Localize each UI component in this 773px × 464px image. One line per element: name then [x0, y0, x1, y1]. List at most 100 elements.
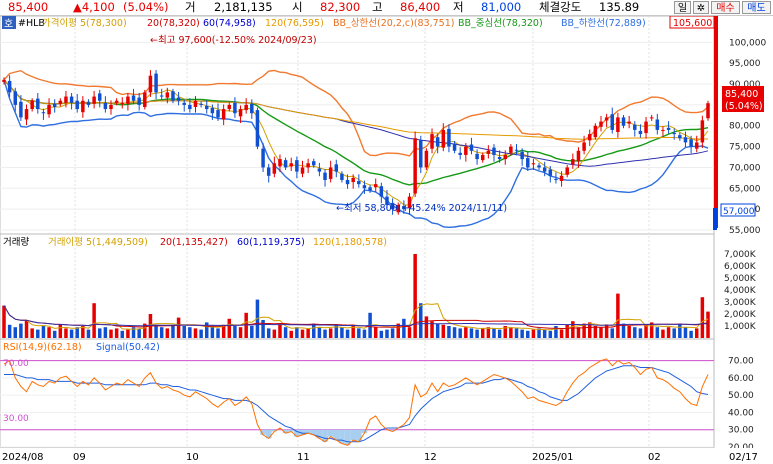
- candle-body: [616, 117, 620, 132]
- candle-body: [542, 167, 547, 172]
- volume-bar: [621, 323, 626, 338]
- volume-panel: [0, 233, 715, 340]
- volume-bar: [407, 327, 412, 338]
- volume-bar: [599, 327, 603, 338]
- period-day-button[interactable]: 일: [674, 1, 691, 14]
- candle-body: [295, 160, 299, 172]
- last-price: 85,400: [8, 0, 49, 14]
- legend-vol-ma60: 60(1,119,375): [237, 237, 305, 248]
- candle-body: [447, 128, 451, 147]
- legend-bb-mid: BB_중심선(78,320): [458, 18, 543, 29]
- volume-bar: [345, 329, 350, 338]
- volume-bar: [351, 326, 355, 338]
- legend-vol-ma5: 거래이평 5(1,449,509): [48, 237, 148, 248]
- price-tick-label: 100,000: [729, 38, 766, 48]
- rsi-oversold-fill: [339, 429, 345, 444]
- candle-body: [103, 102, 108, 110]
- volume-bar: [435, 323, 440, 338]
- candle-body: [58, 100, 63, 104]
- candle-body: [300, 167, 305, 174]
- candle-body: [334, 164, 339, 172]
- candle-body: [345, 179, 350, 185]
- x-label-3: 11: [297, 452, 310, 463]
- volume-bar: [272, 329, 277, 338]
- candle-body: [554, 178, 558, 180]
- volume-bar: [126, 329, 130, 338]
- rsi-oversold-fill: [299, 429, 306, 435]
- candle-body: [565, 167, 569, 175]
- gear-icon[interactable]: ✲: [693, 1, 709, 14]
- rsi-oversold-fill: [265, 429, 272, 439]
- volume-bar: [452, 327, 457, 338]
- volume-bar: [75, 327, 79, 338]
- volume-bar: [306, 328, 310, 338]
- bottom-value-box: [720, 203, 756, 217]
- top-value-text: 105,600: [673, 18, 712, 29]
- volume-bar: [604, 324, 609, 338]
- candle-body: [424, 150, 429, 168]
- candle-body: [205, 105, 209, 110]
- rsi-oversold-fill: [344, 429, 351, 446]
- candle-body: [452, 143, 457, 151]
- candle-body: [509, 146, 513, 153]
- price-tick-label: 65,000: [729, 184, 761, 194]
- candle-body: [633, 124, 637, 130]
- volume-tick-label: 4,000K: [724, 286, 757, 296]
- volume-bar: [678, 323, 682, 338]
- candle-body: [137, 97, 141, 105]
- volume-bar: [666, 327, 671, 338]
- volume-bar: [379, 330, 384, 338]
- volume-bar: [143, 323, 147, 338]
- candle-body: [604, 117, 609, 121]
- price-tick-label: 90,000: [729, 80, 761, 90]
- sell-button[interactable]: 매도: [742, 1, 771, 14]
- candle-body: [52, 103, 57, 107]
- candle-body: [250, 103, 254, 114]
- low-annotation: ←최저 58,800(+45.24% 2024/11/11): [336, 203, 507, 214]
- volume-tick-label: 5,000K: [724, 274, 757, 284]
- candle-body: [36, 98, 40, 110]
- volume-bar: [159, 327, 164, 338]
- volume-bar: [92, 303, 96, 338]
- candle-body: [435, 137, 440, 147]
- volume-bar: [526, 330, 530, 338]
- candle-body: [593, 125, 598, 138]
- candle-body: [480, 154, 485, 161]
- candle-body: [199, 103, 203, 105]
- volume-bar: [587, 322, 592, 338]
- rsi-oversold-fill: [322, 429, 328, 442]
- volume-bar: [514, 328, 519, 338]
- legend-vol-ma120: 120(1,180,578): [313, 237, 387, 248]
- candle-body: [328, 167, 333, 179]
- volume-bar: [210, 327, 215, 338]
- legend-ma120: 120(76,595): [265, 18, 324, 29]
- volume-bar: [424, 316, 429, 338]
- strength-label: 체결강도: [539, 0, 582, 14]
- volume-bar: [402, 318, 406, 338]
- volume-bar: [390, 328, 395, 338]
- current-price-text: 85,400: [725, 89, 758, 100]
- candle-body: [210, 108, 215, 114]
- volume-bar: [300, 329, 305, 338]
- legend-ma5: 가격이평 5(78,300): [42, 17, 127, 29]
- x-label-1: 09: [73, 452, 86, 463]
- candle-body: [559, 175, 564, 181]
- rsi-oversold-fill: [316, 429, 323, 439]
- stock-chart[interactable]: 100,00095,00090,00085,00080,00075,00070,…: [0, 16, 773, 464]
- candle-body: [75, 100, 79, 110]
- buy-button[interactable]: 매수: [711, 1, 740, 14]
- candle-body: [419, 140, 423, 168]
- x-label-0: 2024/08: [2, 452, 44, 463]
- candle-body: [537, 165, 541, 168]
- price-tick-label: 75,000: [729, 143, 761, 153]
- candle-body: [678, 135, 682, 139]
- rsi-lower-label: 30.00: [3, 414, 29, 424]
- volume-bar: [633, 327, 637, 338]
- top-value-box: [669, 16, 715, 29]
- candle-body: [289, 163, 293, 167]
- price-tick-label: 80,000: [729, 122, 761, 132]
- candle-body: [165, 92, 170, 98]
- candle-body: [666, 127, 671, 130]
- rsi-oversold-fill: [294, 429, 300, 437]
- candle-body: [571, 159, 575, 165]
